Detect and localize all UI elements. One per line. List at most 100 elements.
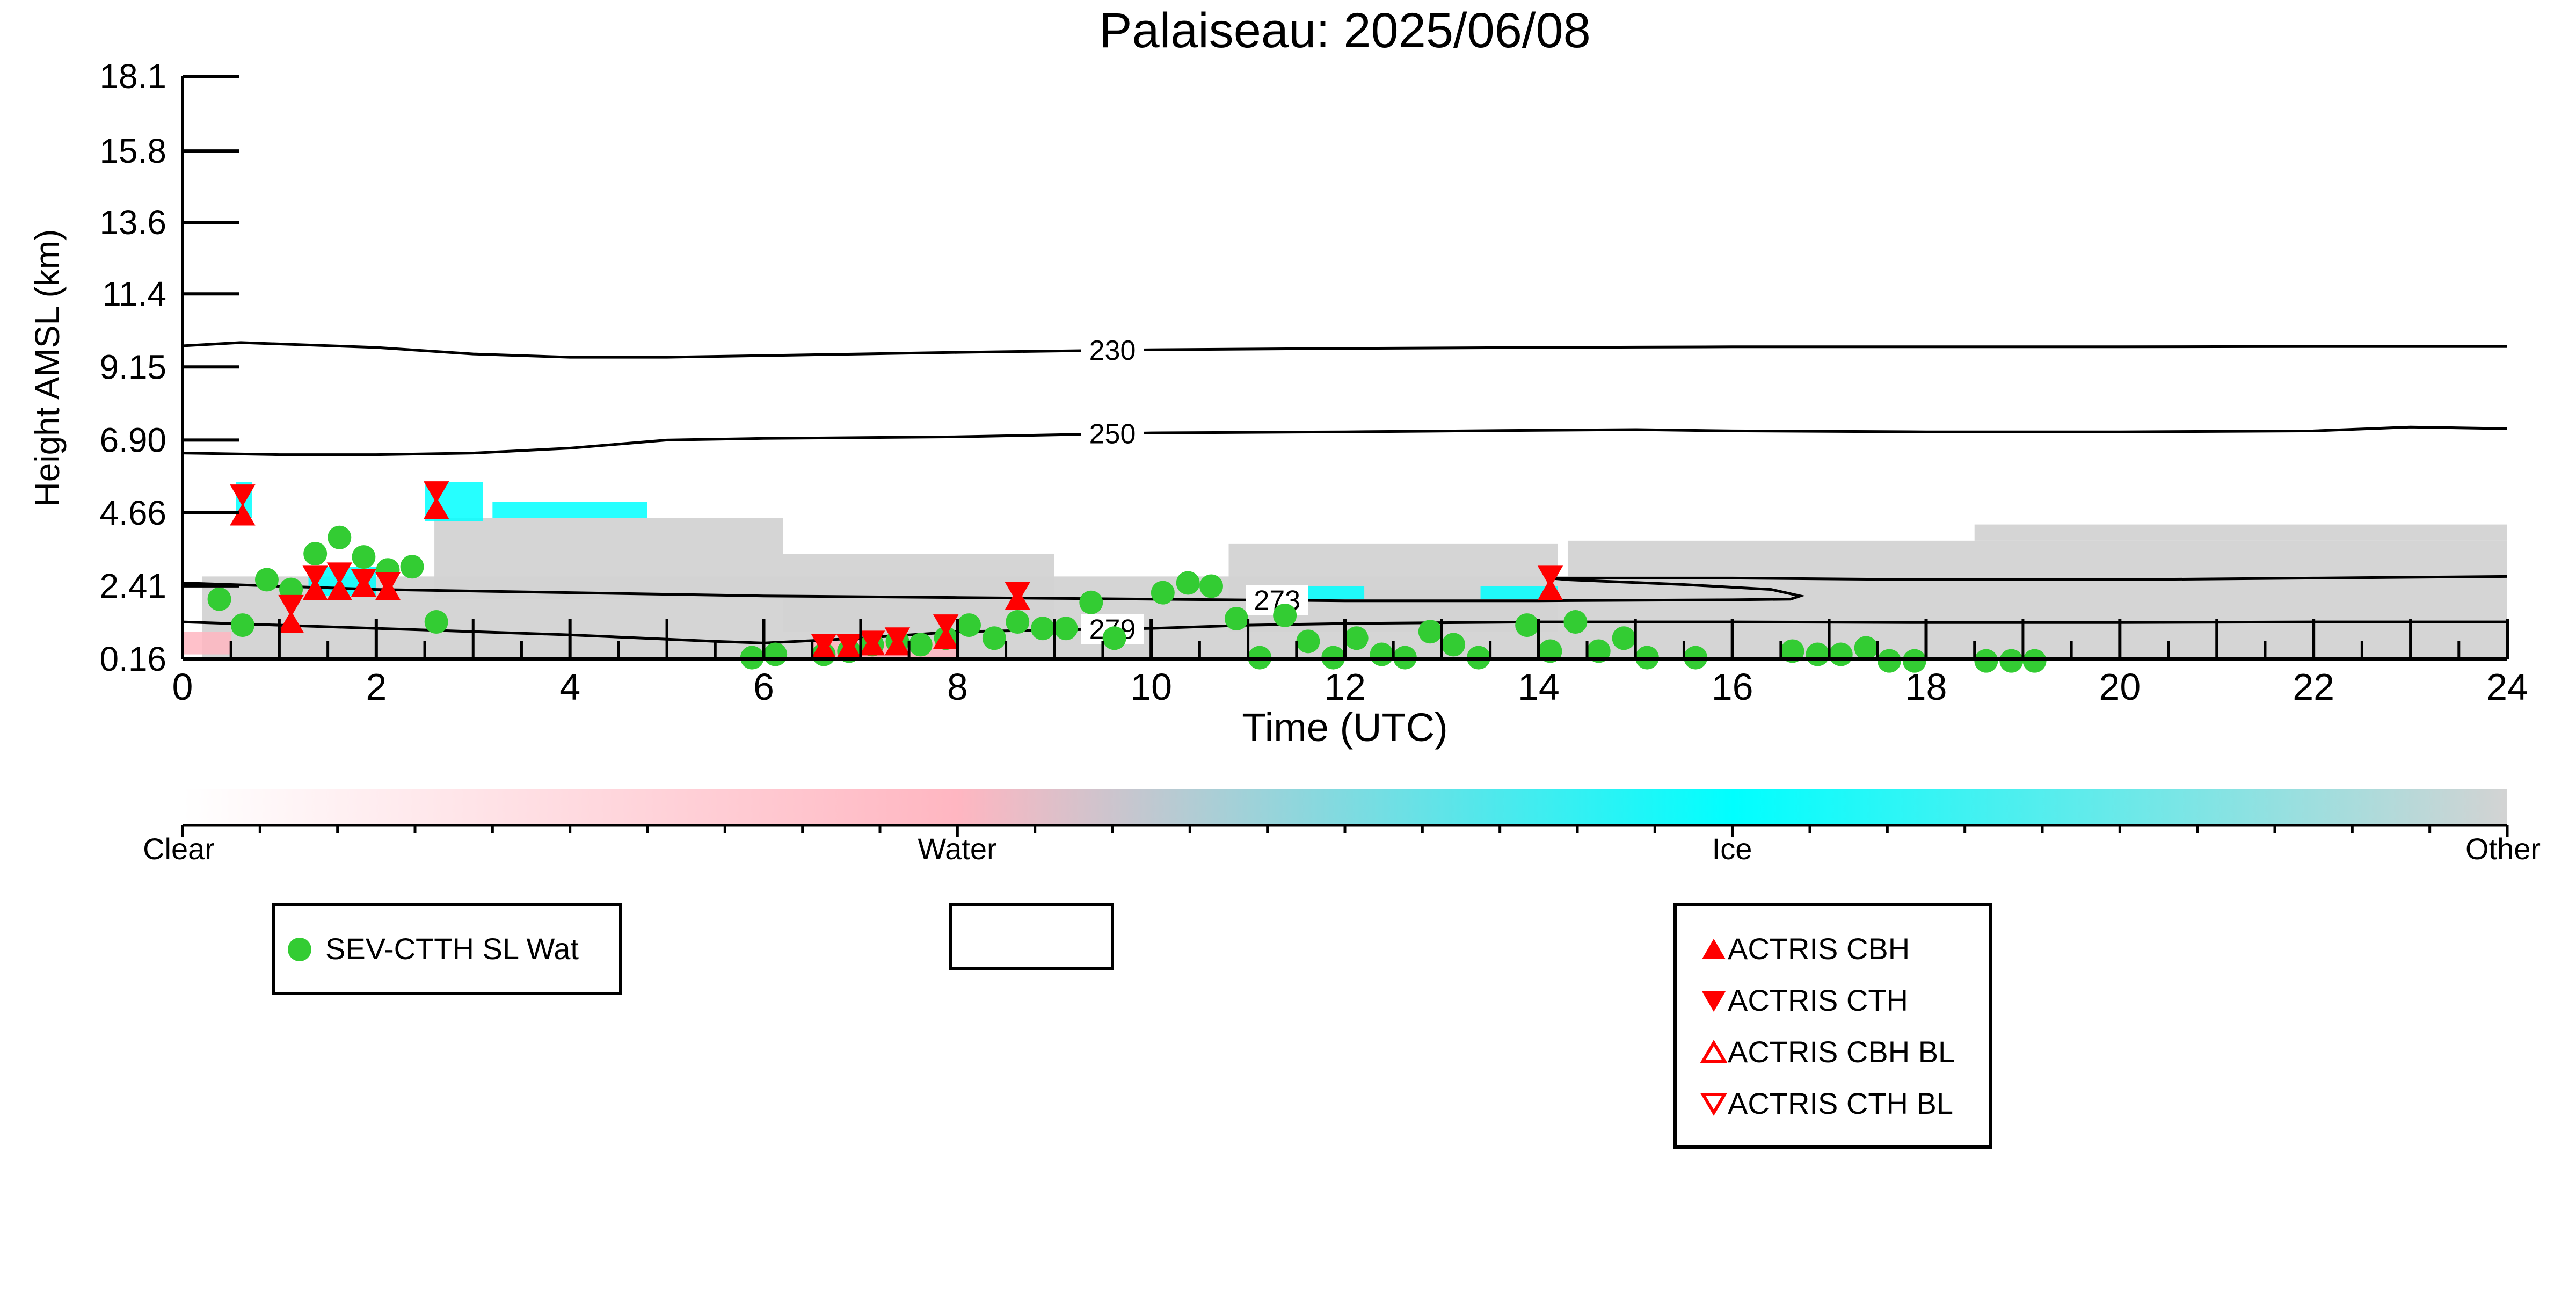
marker-actris-cth xyxy=(836,634,862,656)
marker-sev-ctth-sl-wat xyxy=(1877,649,1901,673)
marker-sev-ctth-sl-wat xyxy=(1999,649,2024,673)
marker-actris-cth xyxy=(1537,565,1563,588)
marker-sev-ctth-sl-wat xyxy=(1224,607,1248,631)
marker-sev-ctth-sl-wat xyxy=(1563,610,1588,634)
y-tick-label: 9.15 xyxy=(99,347,166,386)
classification-block-water xyxy=(183,632,231,655)
x-tick-label: 8 xyxy=(947,666,968,708)
y-tick-label: 6.90 xyxy=(99,420,166,459)
marker-sev-ctth-sl-wat xyxy=(1974,649,1998,673)
x-tick-label: 2 xyxy=(366,666,387,708)
marker-sev-ctth-sl-wat xyxy=(1006,610,1030,634)
isotherm-label-230: 230 xyxy=(1089,335,1136,366)
marker-sev-ctth-sl-wat xyxy=(1176,571,1200,595)
legend-marker-actris-cbh xyxy=(1702,939,1726,959)
marker-sev-ctth-sl-wat xyxy=(1102,626,1126,650)
classification-block-other xyxy=(434,518,783,599)
marker-sev-ctth-sl-wat xyxy=(1370,642,1394,666)
marker-actris-cth xyxy=(1005,582,1030,604)
legend-label-actris-cth-bl: ACTRIS CTH BL xyxy=(1728,1086,1953,1120)
legend-marker-actris-cth-bl xyxy=(1700,1093,1728,1116)
marker-sev-ctth-sl-wat xyxy=(254,568,279,592)
marker-actris-cth xyxy=(302,565,328,588)
y-tick-label: 0.16 xyxy=(99,640,166,678)
chart-title: Palaiseau: 2025/06/08 xyxy=(1099,3,1591,58)
x-tick-label: 20 xyxy=(2099,666,2141,708)
x-tick-label: 12 xyxy=(1324,666,1366,708)
marker-sev-ctth-sl-wat xyxy=(1806,642,1830,666)
marker-actris-cth xyxy=(278,594,304,617)
y-tick-label: 18.1 xyxy=(99,57,166,96)
classification-block-other xyxy=(1567,540,2507,577)
marker-layer xyxy=(207,481,2047,673)
isotherm-label-bg-230 xyxy=(1081,335,1144,366)
marker-sev-ctth-sl-wat xyxy=(328,525,352,549)
marker-actris-cth xyxy=(230,484,256,507)
marker-sev-ctth-sl-wat xyxy=(1829,642,1853,666)
y-axis-label: Height AMSL (km) xyxy=(28,229,67,507)
marker-sev-ctth-sl-wat xyxy=(957,613,981,637)
legend-label-sev-ctth: SEV-CTTH SL Wat xyxy=(325,932,579,966)
marker-actris-cbh xyxy=(278,611,304,633)
y-tick-label: 13.6 xyxy=(99,203,166,242)
marker-sev-ctth-sl-wat xyxy=(352,545,376,569)
marker-sev-ctth-sl-wat xyxy=(1273,603,1297,627)
colorbar-label-other: Other xyxy=(2465,832,2541,866)
marker-sev-ctth-sl-wat xyxy=(763,642,788,666)
marker-actris-cbh xyxy=(326,578,353,600)
marker-actris-cth xyxy=(351,569,377,591)
legend-label-actris-cbh-bl: ACTRIS CBH BL xyxy=(1728,1035,1955,1069)
marker-sev-ctth-sl-wat xyxy=(1612,626,1636,650)
classification-block-other xyxy=(1974,524,2507,541)
isotherm-line-273 xyxy=(183,575,2507,603)
colorbar-gradient xyxy=(183,789,2507,824)
x-tick-label: 4 xyxy=(559,666,580,708)
y-tick-label: 2.41 xyxy=(99,567,166,605)
marker-sev-ctth-sl-wat xyxy=(1538,639,1562,663)
marker-sev-ctth-sl-wat xyxy=(908,633,933,657)
x-tick-label: 6 xyxy=(753,666,774,708)
marker-sev-ctth-sl-wat xyxy=(1515,613,1539,637)
x-tick-label: 18 xyxy=(1905,666,1947,708)
x-tick-label: 24 xyxy=(2486,666,2528,708)
marker-actris-cth xyxy=(811,634,837,656)
classification-layer xyxy=(183,482,2507,659)
legend-marker-actris-cbh-bl xyxy=(1700,1040,1728,1063)
marker-sev-ctth-sl-wat xyxy=(982,626,1006,650)
x-tick-label: 16 xyxy=(1712,666,1753,708)
marker-sev-ctth-sl-wat xyxy=(1296,629,1320,654)
legend-box-sev: SEV-CTTH SL Wat xyxy=(272,903,622,995)
x-tick-label: 10 xyxy=(1130,666,1172,708)
marker-sev-ctth-sl-wat xyxy=(1344,626,1369,650)
marker-sev-ctth-sl-wat xyxy=(1031,617,1055,641)
legend-marker-sev-ctth xyxy=(288,938,311,961)
marker-sev-ctth-sl-wat xyxy=(1780,639,1804,663)
marker-sev-ctth-sl-wat xyxy=(2022,649,2047,673)
legend-box-sev-frame xyxy=(272,903,622,995)
isotherm-line-250 xyxy=(183,425,2507,456)
legend-box-empty xyxy=(949,903,1114,970)
marker-actris-cth xyxy=(326,562,353,585)
marker-sev-ctth-sl-wat xyxy=(1054,617,1078,641)
x-tick-label: 22 xyxy=(2293,666,2334,708)
marker-sev-ctth-sl-wat xyxy=(1902,649,1926,673)
x-tick-label: 14 xyxy=(1518,666,1560,708)
marker-actris-cbh xyxy=(423,497,449,519)
marker-sev-ctth-sl-wat xyxy=(1442,633,1466,657)
legend-marker-actris-cth xyxy=(1702,991,1726,1012)
marker-sev-ctth-sl-wat xyxy=(1418,620,1442,644)
legend-label-actris-cbh: ACTRIS CBH xyxy=(1728,932,1910,966)
marker-actris-cth xyxy=(884,627,911,650)
y-tick-label: 15.8 xyxy=(99,132,166,170)
marker-sev-ctth-sl-wat xyxy=(303,542,328,566)
isotherm-line-230 xyxy=(183,341,2507,359)
marker-sev-ctth-sl-wat xyxy=(1199,574,1224,598)
marker-sev-ctth-sl-wat xyxy=(1854,636,1878,660)
marker-sev-ctth-sl-wat xyxy=(1587,639,1611,663)
marker-actris-cth xyxy=(933,614,959,637)
marker-actris-cth xyxy=(423,481,449,504)
marker-actris-cbh xyxy=(230,503,256,526)
